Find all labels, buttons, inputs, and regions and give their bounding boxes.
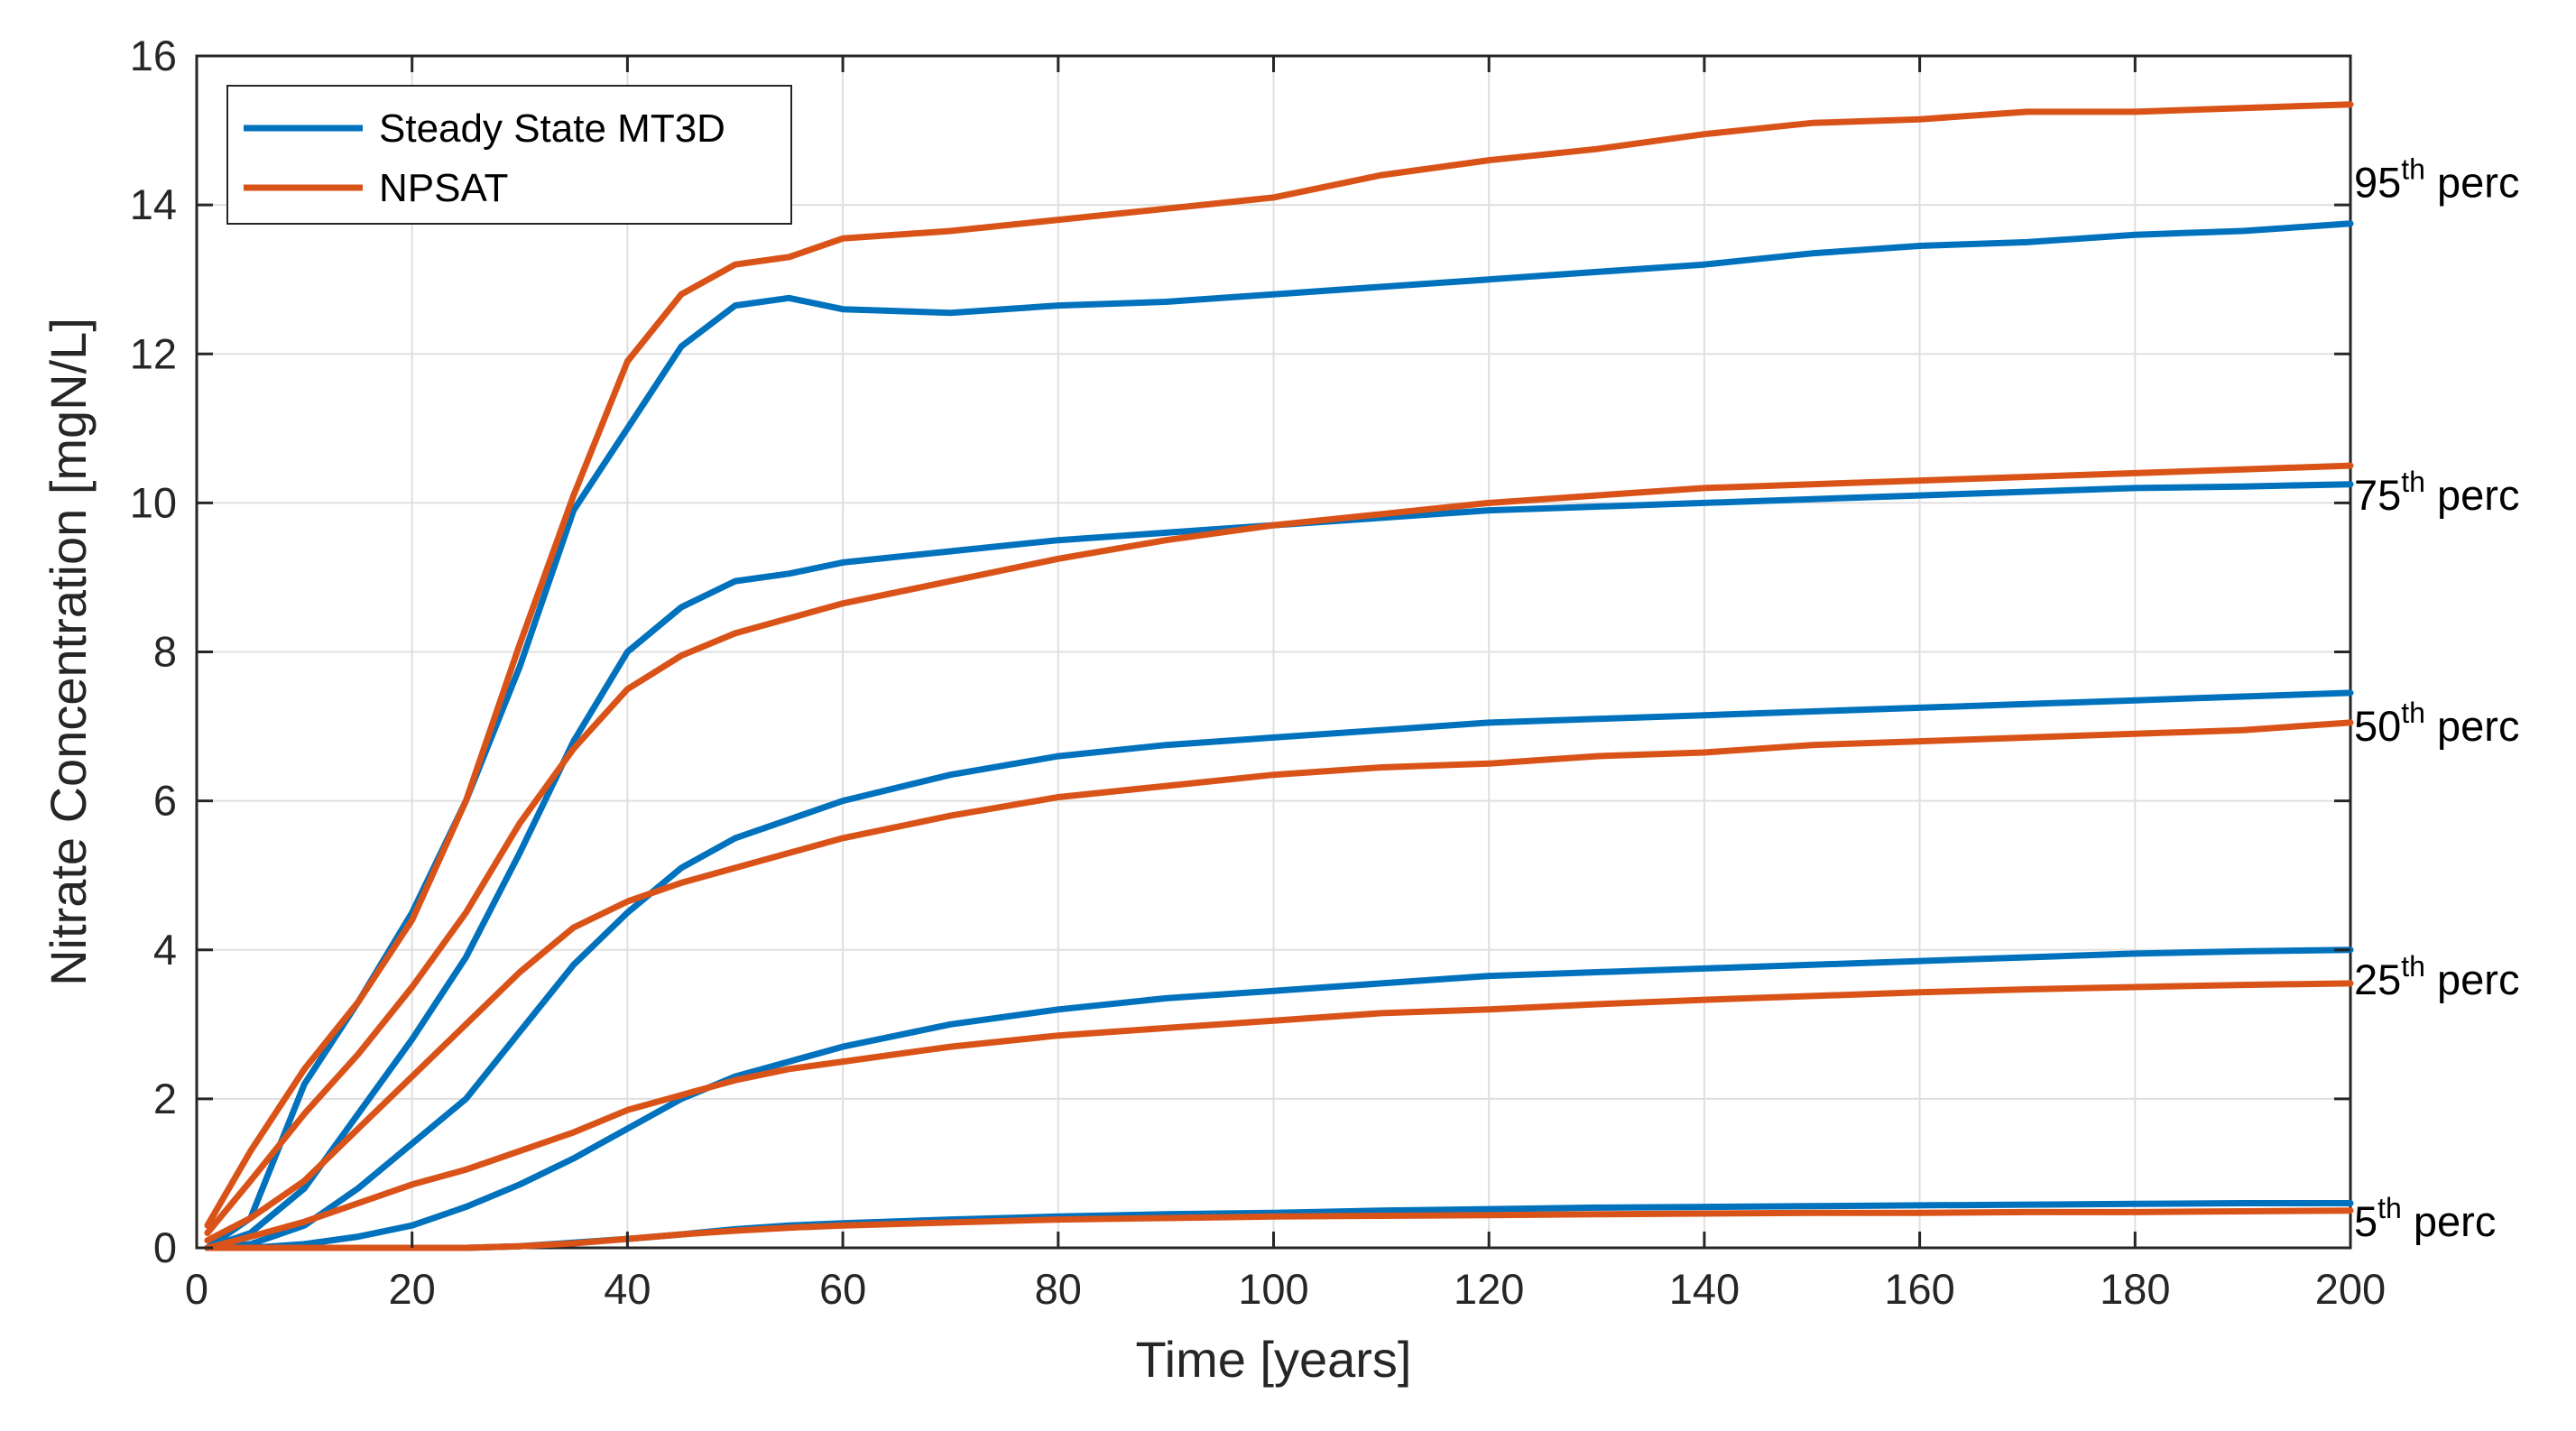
x-tick-label: 100: [1238, 1265, 1308, 1313]
y-tick-label: 14: [130, 180, 177, 228]
x-tick-label: 60: [819, 1265, 866, 1313]
series-line-npsat-95th: [204, 101, 2354, 1229]
y-tick-label: 16: [130, 32, 177, 79]
y-tick-label: 10: [130, 478, 177, 526]
y-tick-label: 12: [130, 329, 177, 377]
series-line-mt3d-75th: [204, 481, 2354, 1251]
x-tick-label: 180: [2100, 1265, 2170, 1313]
series-line-mt3d-50th: [204, 689, 2354, 1251]
series-line-npsat-25th: [204, 980, 2354, 1251]
y-tick-label: 6: [153, 777, 177, 825]
x-tick-label: 200: [2315, 1265, 2386, 1313]
percentile-label-50: 50th perc: [2354, 697, 2519, 750]
percentile-label-25: 25th perc: [2354, 950, 2519, 1003]
y-tick-label: 0: [153, 1223, 177, 1271]
percentile-label-95: 95th perc: [2354, 152, 2519, 206]
x-axis-ticks: 0 20 40 60 80 100 120 140 160 180 200: [185, 56, 2386, 1313]
legend-label-npsat: NPSAT: [379, 166, 508, 210]
y-axis-ticks: 0 2 4 6 8 10 12 14 16: [130, 32, 2350, 1271]
series-line-mt3d-25th: [204, 946, 2354, 1251]
x-tick-label: 120: [1454, 1265, 1524, 1313]
y-axis-label: Nitrate Concentration [mgN/L]: [40, 318, 97, 986]
x-tick-label: 160: [1884, 1265, 1954, 1313]
legend-box: [226, 85, 792, 225]
x-tick-label: 0: [185, 1265, 208, 1313]
percentile-label-5: 5th perc: [2354, 1192, 2496, 1245]
legend: Steady State MT3D NPSAT: [226, 85, 792, 225]
x-tick-label: 20: [389, 1265, 436, 1313]
x-tick-label: 140: [1669, 1265, 1740, 1313]
series-line-npsat-5th: [204, 1207, 2354, 1251]
x-tick-label: 40: [604, 1265, 651, 1313]
series-line-npsat-75th: [204, 462, 2354, 1236]
grid-lines: [197, 56, 2350, 1248]
x-axis-label: Time [years]: [1136, 1331, 1412, 1388]
series-line-npsat-50th: [204, 719, 2354, 1244]
percentile-labels: 95th perc 75th perc 50th perc 25th perc 5th …: [2354, 152, 2519, 1245]
legend-label-mt3d: Steady State MT3D: [379, 106, 725, 151]
percentile-label-75: 75th perc: [2354, 466, 2519, 519]
y-tick-label: 2: [153, 1075, 177, 1122]
y-tick-label: 4: [153, 926, 177, 974]
series-lines: [204, 101, 2354, 1251]
x-tick-label: 80: [1035, 1265, 1082, 1313]
y-tick-label: 8: [153, 628, 177, 676]
